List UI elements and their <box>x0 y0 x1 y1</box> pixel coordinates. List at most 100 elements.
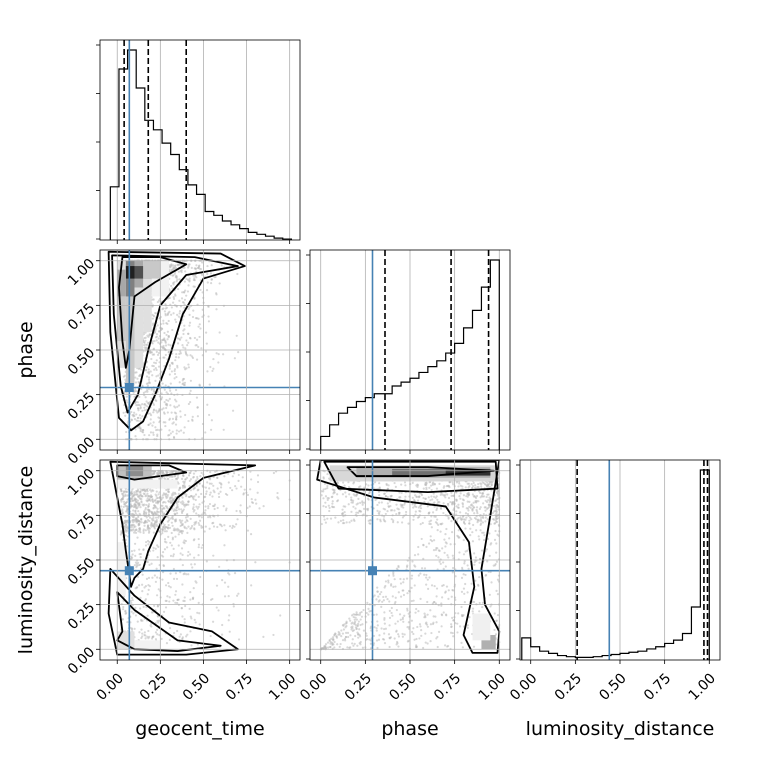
sample-point <box>138 552 141 556</box>
sample-point <box>187 363 190 366</box>
sample-point <box>410 577 413 580</box>
sample-point <box>403 614 406 617</box>
sample-point <box>490 489 493 492</box>
sample-point <box>177 430 181 433</box>
sample-point <box>437 556 440 559</box>
sample-point <box>407 612 410 615</box>
sample-point <box>169 517 172 520</box>
sample-point <box>193 277 196 280</box>
sample-point <box>481 531 484 534</box>
sample-point <box>176 601 179 605</box>
sample-point <box>162 322 165 325</box>
sample-point <box>181 530 185 533</box>
sample-point <box>137 530 140 533</box>
sample-point <box>168 367 171 370</box>
sample-point <box>341 511 344 515</box>
sample-point <box>144 506 147 510</box>
sample-point <box>198 384 201 387</box>
sample-point <box>152 314 155 317</box>
sample-point <box>426 625 429 628</box>
sample-point <box>126 498 129 501</box>
sample-point <box>142 341 146 344</box>
sample-point <box>130 550 134 553</box>
sample-point <box>123 502 126 506</box>
sample-point <box>227 472 230 475</box>
sample-point <box>489 498 492 501</box>
sample-point <box>133 491 136 494</box>
sample-point <box>171 524 174 527</box>
sample-point <box>361 501 364 504</box>
sample-point <box>184 478 187 481</box>
sample-point <box>223 524 226 527</box>
sample-point <box>187 525 190 528</box>
sample-point <box>399 618 402 621</box>
sample-point <box>463 601 466 604</box>
sample-point <box>449 631 453 634</box>
sample-point <box>201 315 204 318</box>
sample-point <box>478 538 481 541</box>
sample-point <box>475 510 479 513</box>
sample-point <box>134 435 137 438</box>
sample-point <box>235 509 238 513</box>
sample-point <box>495 510 498 513</box>
sample-point <box>448 481 451 484</box>
sample-point <box>198 623 201 626</box>
sample-point <box>187 419 190 423</box>
sample-point <box>403 501 406 504</box>
sample-point <box>496 489 499 493</box>
sample-point <box>177 492 180 495</box>
sample-point <box>368 610 371 613</box>
sample-point <box>239 504 242 507</box>
sample-point <box>332 638 335 641</box>
sample-point <box>441 522 444 525</box>
sample-point <box>183 306 186 309</box>
sample-point <box>324 505 328 509</box>
sample-point <box>469 527 472 530</box>
sample-point <box>425 545 428 548</box>
sample-point <box>177 598 180 601</box>
sample-point <box>174 318 177 321</box>
sample-point <box>366 638 369 641</box>
sample-point <box>189 527 192 530</box>
sample-point <box>337 521 340 524</box>
sample-point <box>446 554 449 557</box>
sample-point <box>153 361 156 364</box>
sample-point <box>134 561 138 564</box>
sample-point <box>140 521 143 524</box>
sample-point <box>447 644 450 648</box>
sample-point <box>122 375 125 378</box>
sample-point <box>233 357 236 360</box>
sample-point <box>144 343 148 346</box>
sample-point <box>183 484 186 487</box>
sample-point <box>349 634 352 637</box>
sample-point <box>428 520 431 523</box>
sample-point <box>139 607 142 610</box>
sample-point <box>423 516 426 519</box>
sample-point <box>168 289 171 292</box>
sample-point <box>135 528 138 531</box>
sample-point <box>169 541 172 544</box>
sample-point <box>481 492 484 496</box>
sample-point <box>153 527 157 530</box>
sample-point <box>452 494 455 497</box>
sample-point <box>144 637 147 640</box>
sample-point <box>192 472 196 475</box>
sample-point <box>407 621 410 624</box>
sample-point <box>389 495 392 498</box>
sample-point <box>147 543 150 546</box>
sample-point <box>475 515 478 518</box>
sample-point <box>341 493 345 496</box>
sample-point <box>187 265 190 268</box>
sample-point <box>443 551 446 554</box>
sample-point <box>390 583 393 586</box>
sample-point <box>152 347 156 350</box>
sample-point <box>168 475 171 478</box>
sample-point <box>246 529 250 532</box>
sample-point <box>154 311 157 315</box>
sample-point <box>211 369 214 373</box>
sample-point <box>482 516 485 520</box>
sample-point <box>376 586 379 589</box>
sample-point <box>411 630 414 634</box>
sample-point <box>195 344 198 347</box>
sample-point <box>160 497 163 501</box>
